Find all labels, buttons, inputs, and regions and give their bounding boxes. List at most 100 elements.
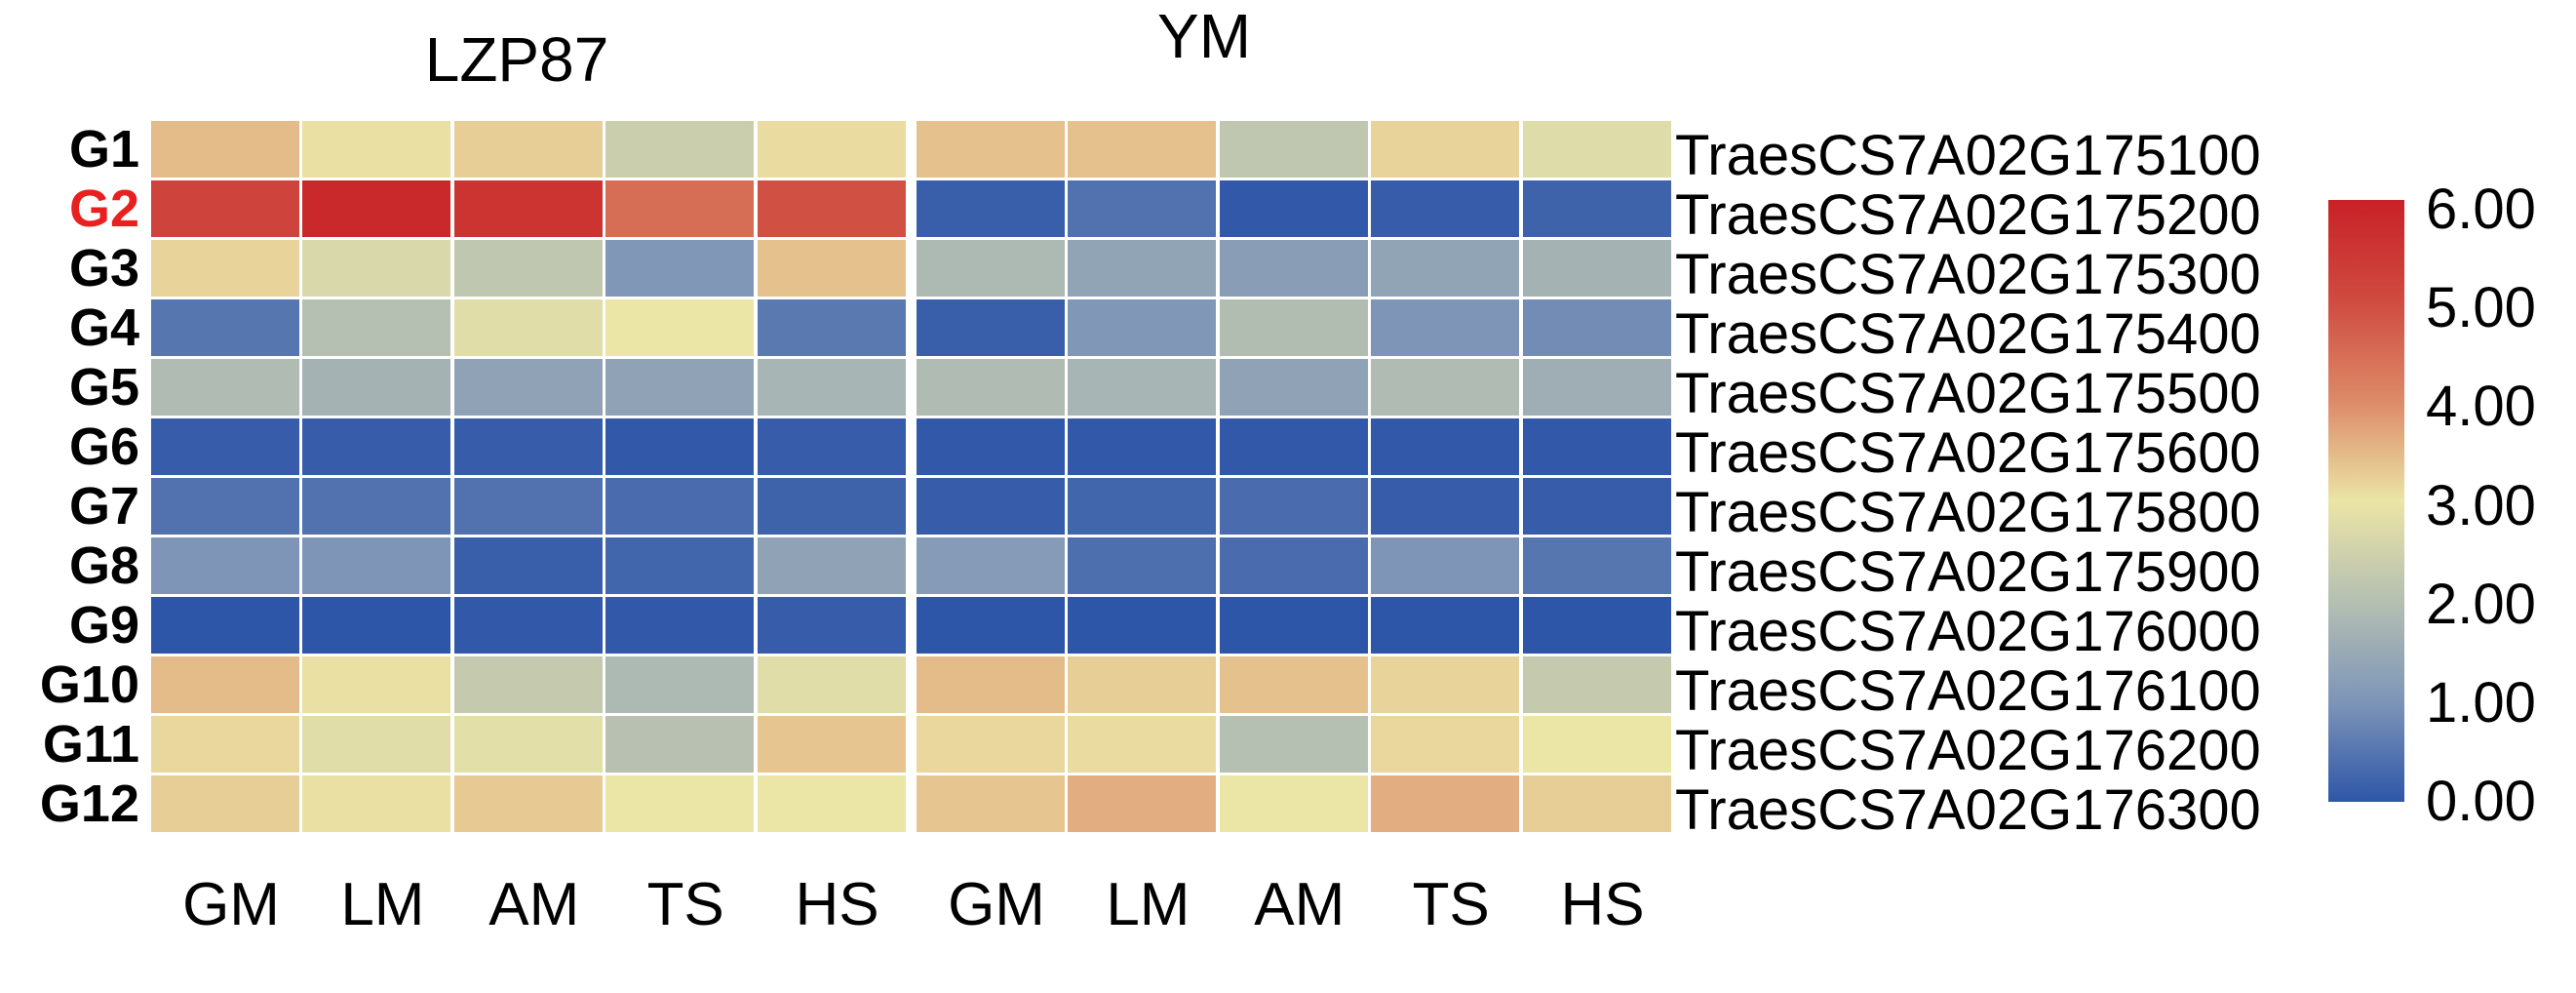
heatmap-cell: [151, 180, 299, 237]
heatmap-cell: [757, 597, 906, 654]
heatmap-cell: [1371, 418, 1520, 475]
heatmap-cell: [151, 418, 299, 475]
heatmap-cell: [302, 240, 451, 297]
colorbar-tick-label: 1.00: [2426, 671, 2536, 735]
heatmap-cell: [151, 478, 299, 535]
row-label: G4: [68, 298, 139, 357]
heatmap-cell: [1371, 656, 1520, 713]
column-label: TS: [646, 871, 724, 938]
heatmap-cell: [1371, 180, 1520, 237]
heatmap-cell: [605, 478, 755, 535]
heatmap-cell: [757, 240, 906, 297]
column-label: GM: [948, 871, 1045, 938]
colorbar-tick-label: 0.00: [2426, 770, 2536, 834]
gene-label: TraesCS7A02G176300: [1675, 777, 2261, 842]
heatmap-cell: [1068, 656, 1217, 713]
heatmap-cell: [302, 121, 451, 178]
heatmap-cell: [917, 716, 1065, 773]
heatmap-cell: [1219, 775, 1368, 832]
heatmap-cell: [453, 359, 603, 416]
heatmap-cell: [917, 418, 1065, 475]
heatmap-cell: [917, 121, 1065, 178]
heatmap-cell: [453, 121, 603, 178]
heatmap-cell: [1219, 299, 1368, 356]
heatmap-cell: [1068, 478, 1217, 535]
heatmap-cell: [1219, 240, 1368, 297]
heatmap-cell: [302, 537, 451, 594]
heatmap-cell: [1068, 180, 1217, 237]
heatmap-cell: [302, 180, 451, 237]
colorbar-tick-label: 2.00: [2426, 572, 2536, 636]
heatmap-cell: [1522, 775, 1671, 832]
heatmap-cell: [1068, 418, 1217, 475]
heatmap-cell: [1522, 359, 1671, 416]
heatmap-cell: [1219, 597, 1368, 654]
heatmap-cell: [917, 478, 1065, 535]
heatmap-cell: [1219, 359, 1368, 416]
heatmap-cell: [151, 597, 299, 654]
heatmap-cell: [453, 537, 603, 594]
heatmap-cell: [757, 716, 906, 773]
colorbar-tick-label: 6.00: [2426, 178, 2536, 241]
colorbar-gradient: [2328, 200, 2404, 802]
row-label: G1: [68, 120, 139, 179]
row-label: G9: [68, 596, 139, 655]
gene-label: TraesCS7A02G176200: [1675, 718, 2261, 782]
heatmap-cell: [302, 418, 451, 475]
heatmap-cell: [917, 359, 1065, 416]
heatmap-cell: [151, 121, 299, 178]
heatmap-cell: [1068, 359, 1217, 416]
column-label: AM: [488, 871, 580, 938]
heatmap-cell: [302, 299, 451, 356]
heatmap-cell: [757, 180, 906, 237]
heatmap-cell: [453, 240, 603, 297]
heatmap-cell: [453, 418, 603, 475]
heatmap-cell: [1068, 537, 1217, 594]
heatmap-cell: [1068, 240, 1217, 297]
heatmap-cell: [1522, 716, 1671, 773]
row-label: G6: [68, 417, 139, 476]
heatmap-cell: [605, 121, 755, 178]
row-label: G10: [39, 655, 139, 714]
heatmap-cell: [1219, 656, 1368, 713]
heatmap-cell: [302, 597, 451, 654]
column-label: GM: [182, 871, 280, 938]
row-label: G8: [68, 536, 139, 595]
panel-title-ym: YM: [1157, 1, 1251, 71]
heatmap-cell: [917, 597, 1065, 654]
heatmap-cell: [151, 240, 299, 297]
heatmap-cell: [453, 656, 603, 713]
heatmap-cell: [917, 180, 1065, 237]
heatmap-cell: [1371, 299, 1520, 356]
heatmap-cell: [1522, 180, 1671, 237]
heatmap-cell: [1522, 656, 1671, 713]
heatmap-cell: [917, 299, 1065, 356]
heatmap-cell: [453, 775, 603, 832]
heatmap-cell: [453, 299, 603, 356]
column-label: HS: [1560, 871, 1645, 938]
heatmap-cell: [453, 478, 603, 535]
panel-title-lzp87: LZP87: [424, 24, 609, 95]
heatmap-cell: [1219, 478, 1368, 535]
row-label: G11: [42, 715, 139, 774]
heatmap-cell: [302, 656, 451, 713]
heatmap-cell: [605, 299, 755, 356]
heatmap-cell: [917, 537, 1065, 594]
heatmap-cell: [151, 537, 299, 594]
column-label: TS: [1412, 871, 1490, 938]
heatmap-cell: [302, 359, 451, 416]
heatmap-cell: [1219, 418, 1368, 475]
heatmap-cell: [151, 359, 299, 416]
heatmap-cell: [302, 716, 451, 773]
heatmap-cell: [1371, 775, 1520, 832]
heatmap-cell: [605, 240, 755, 297]
heatmap-cell: [757, 537, 906, 594]
row-label: G12: [39, 775, 139, 833]
heatmap-cell: [1371, 478, 1520, 535]
row-label: G5: [68, 358, 139, 417]
column-label: LM: [340, 871, 425, 938]
heatmap-cell: [453, 716, 603, 773]
gene-label: TraesCS7A02G175200: [1675, 182, 2261, 247]
heatmap-cell: [1522, 121, 1671, 178]
